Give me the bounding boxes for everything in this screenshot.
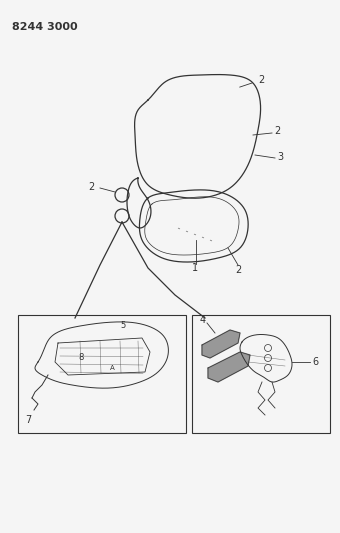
Text: 7: 7 (25, 415, 31, 425)
Text: 6: 6 (312, 357, 318, 367)
Bar (18, 315, 186, 433)
Text: 5: 5 (120, 320, 125, 329)
Text: 2: 2 (235, 265, 241, 275)
Text: 4: 4 (200, 315, 206, 325)
Text: 8: 8 (78, 353, 83, 362)
Text: 3: 3 (277, 152, 283, 162)
Text: 1: 1 (192, 263, 198, 273)
Text: 2: 2 (88, 182, 94, 192)
Text: 2: 2 (258, 75, 264, 85)
Text: 8244 3000: 8244 3000 (12, 22, 78, 32)
Text: A: A (110, 365, 115, 371)
Text: 2: 2 (274, 126, 280, 136)
Bar (192, 315, 330, 433)
Polygon shape (202, 330, 240, 358)
Polygon shape (208, 352, 250, 382)
